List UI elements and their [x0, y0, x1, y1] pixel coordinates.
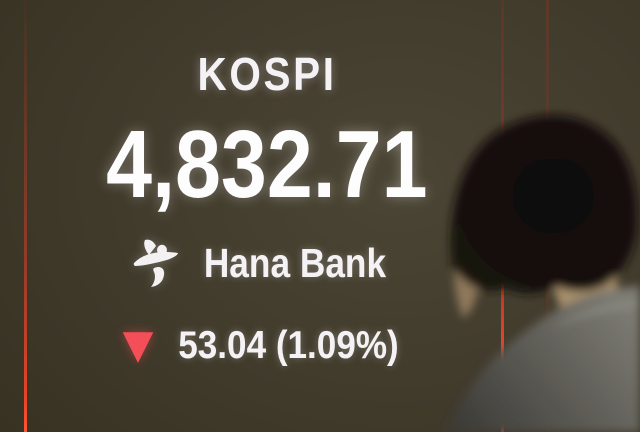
index-change-row: ▼ 53.04 (1.09%) — [123, 325, 412, 365]
person-shoulder-highlight — [552, 298, 640, 328]
index-display-board: KOSPI 4,832.71 Hana Bank ▼ 53.04 (1.09%) — [106, 48, 428, 365]
person-shoulder-shirt — [447, 286, 640, 432]
index-change-value: 53.04 (1.09%) — [178, 323, 400, 367]
bank-branding-row: Hana Bank — [133, 239, 401, 287]
down-triangle-icon: ▼ — [122, 322, 154, 368]
index-name: KOSPI — [197, 48, 337, 100]
red-laser-line-left — [24, 0, 27, 432]
index-value: 4,832.71 — [106, 111, 428, 218]
hana-bank-logo-icon — [133, 239, 179, 287]
bank-name: Hana Bank — [203, 239, 387, 286]
person-hair — [450, 115, 638, 294]
